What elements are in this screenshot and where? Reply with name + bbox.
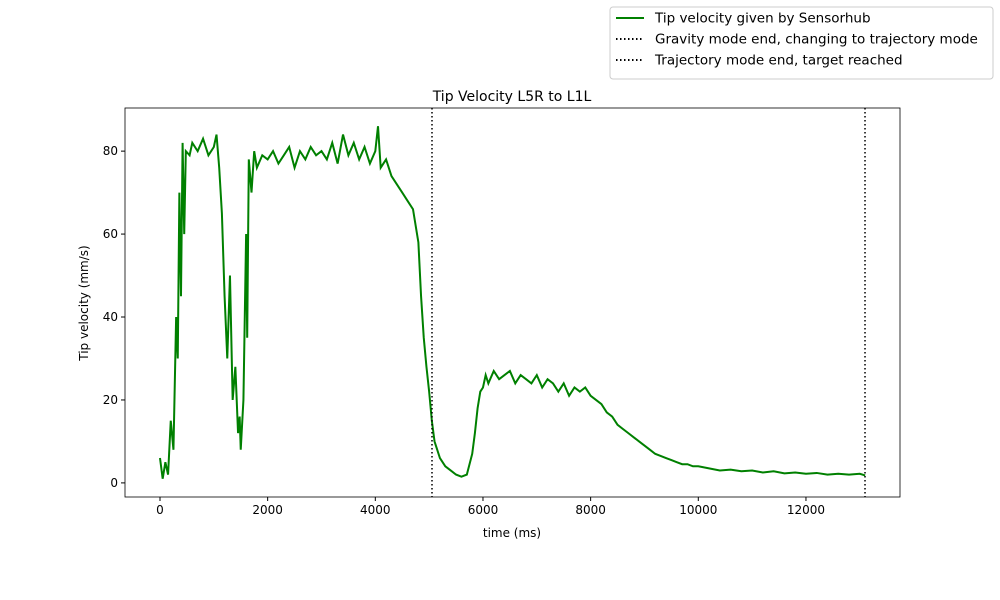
y-tick-label: 40 — [103, 310, 118, 324]
chart-title: Tip Velocity L5R to L1L — [432, 89, 592, 105]
y-tick-label: 60 — [103, 227, 118, 241]
x-tick-label: 12000 — [787, 503, 825, 517]
x-axis-label: time (ms) — [483, 526, 541, 540]
y-tick-label: 0 — [110, 476, 118, 490]
plot-frame — [124, 107, 901, 498]
x-tick-label: 2000 — [252, 503, 283, 517]
x-tick-label: 6000 — [468, 503, 499, 517]
data-line — [158, 126, 866, 479]
x-tick-label: 10000 — [679, 503, 717, 517]
x-tick-label: 4000 — [360, 503, 391, 517]
y-tick-label: 80 — [103, 144, 118, 158]
x-tick-label: 8000 — [575, 503, 606, 517]
legend-label: Gravity mode end, changing to trajectory… — [655, 32, 978, 48]
x-tick-label: 0 — [156, 503, 164, 517]
legend-label: Trajectory mode end, target reached — [654, 53, 903, 69]
legend-label: Tip velocity given by Sensorhub — [654, 11, 871, 27]
legend-box — [609, 6, 994, 80]
y-tick-label: 20 — [103, 393, 118, 407]
y-axis-label: Tip velocity (mm/s) — [77, 245, 91, 361]
